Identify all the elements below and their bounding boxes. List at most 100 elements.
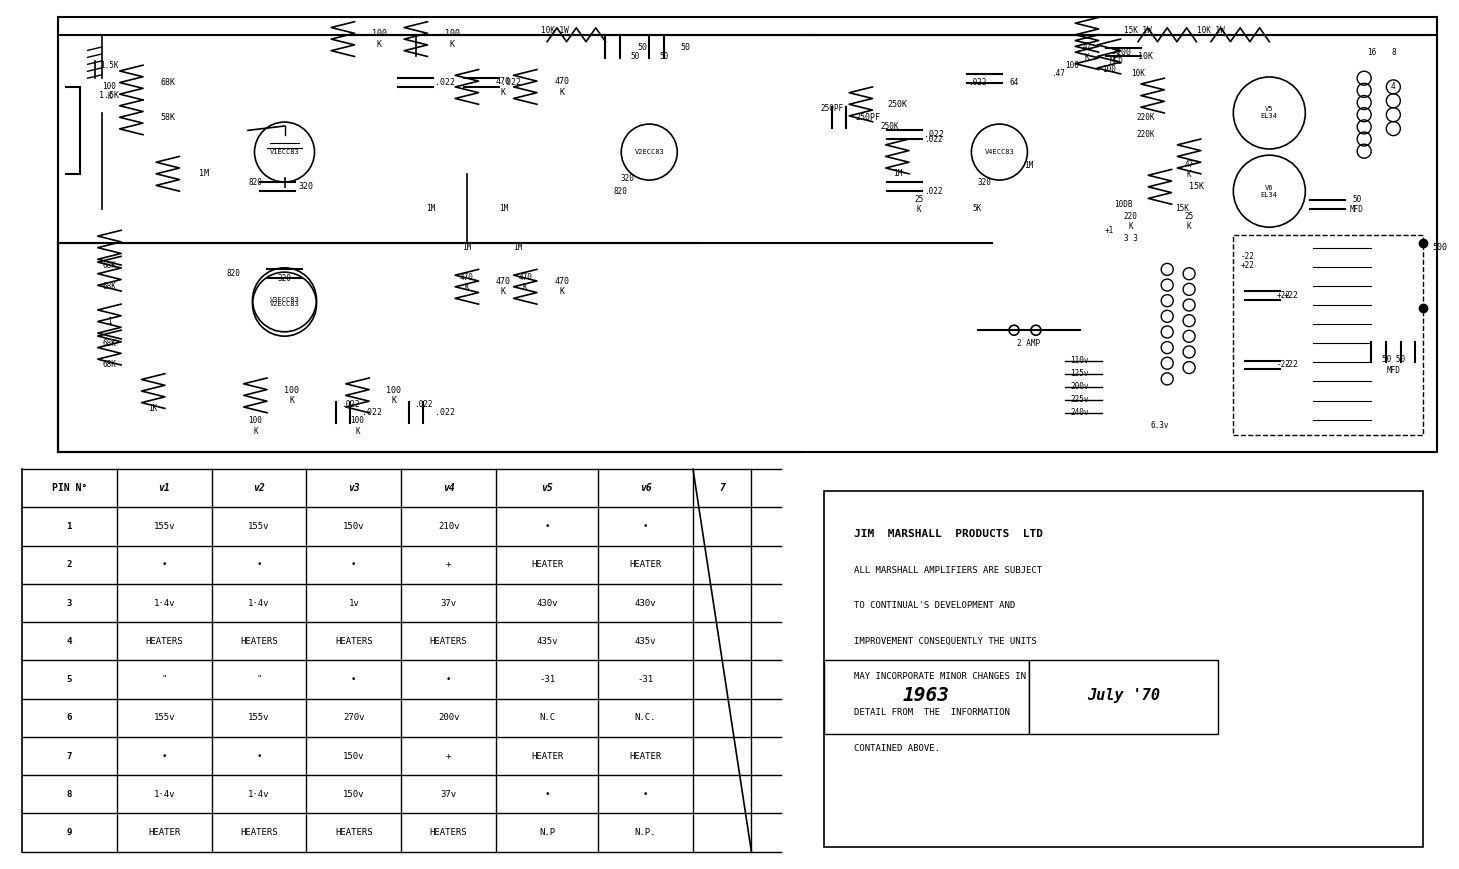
Text: 10K: 10K: [1138, 52, 1153, 61]
Text: V4ECC83: V4ECC83: [985, 149, 1014, 155]
Text: 470
K: 470 K: [554, 77, 569, 96]
Text: 200v: 200v: [438, 713, 460, 722]
Text: •: •: [544, 522, 550, 531]
Text: HEATERS: HEATERS: [146, 637, 182, 646]
Text: .022: .022: [435, 78, 455, 87]
Text: 125v: 125v: [1071, 369, 1088, 378]
Text: 270v: 270v: [343, 713, 365, 722]
Text: 1.5K: 1.5K: [101, 61, 118, 70]
Text: 50 50
MFD: 50 50 MFD: [1382, 355, 1405, 375]
Text: 320: 320: [299, 182, 314, 191]
Text: 1·4v: 1·4v: [153, 790, 175, 799]
Text: +22: +22: [1277, 291, 1291, 300]
Text: 240v: 240v: [1071, 408, 1088, 417]
Text: v6: v6: [639, 483, 652, 494]
Text: 110v: 110v: [1071, 356, 1088, 365]
Text: 50: 50: [638, 43, 646, 52]
Text: 155v: 155v: [153, 522, 175, 531]
Text: July '70: July '70: [1087, 687, 1160, 703]
Text: 50: 50: [630, 52, 639, 61]
Text: HEATER: HEATER: [147, 828, 181, 837]
Text: 37v: 37v: [441, 790, 457, 799]
Text: 100: 100: [1116, 48, 1131, 56]
Text: .022: .022: [435, 408, 455, 417]
Text: HEATERS: HEATERS: [430, 637, 467, 646]
Text: 47
K: 47 K: [1185, 160, 1193, 179]
Text: +1: +1: [1104, 226, 1113, 235]
Text: 500: 500: [1433, 243, 1447, 252]
Bar: [1029, 660, 1218, 734]
Text: 150v: 150v: [343, 790, 365, 799]
Text: 320: 320: [978, 178, 992, 187]
Text: MAY INCORPORATE MINOR CHANGES IN: MAY INCORPORATE MINOR CHANGES IN: [854, 673, 1026, 681]
Text: 100
K: 100 K: [248, 416, 263, 435]
Text: JIM  MARSHALL  PRODUCTS  LTD: JIM MARSHALL PRODUCTS LTD: [854, 529, 1043, 540]
Text: HEATER: HEATER: [629, 752, 662, 760]
Text: 2 AMP: 2 AMP: [1017, 339, 1040, 348]
Text: 50
MFD: 50 MFD: [1350, 195, 1364, 214]
Text: 1v: 1v: [349, 599, 359, 607]
Text: N.C: N.C: [538, 713, 556, 722]
Text: 430v: 430v: [537, 599, 557, 607]
Text: ALL MARSHALL AMPLIFIERS ARE SUBJECT: ALL MARSHALL AMPLIFIERS ARE SUBJECT: [854, 566, 1042, 574]
Text: 470
K: 470 K: [496, 77, 511, 96]
Text: 4: 4: [1390, 83, 1396, 91]
Text: 155v: 155v: [248, 522, 270, 531]
Text: 220
K: 220 K: [1123, 212, 1138, 231]
Text: 1963: 1963: [903, 686, 950, 705]
Text: +22: +22: [1284, 291, 1299, 300]
Text: 15K: 15K: [1189, 182, 1204, 191]
Text: 2: 2: [67, 561, 71, 569]
Text: V6
EL34: V6 EL34: [1261, 185, 1278, 197]
Text: .022: .022: [341, 400, 359, 408]
Text: 50: 50: [681, 43, 690, 52]
Text: 1M: 1M: [893, 169, 902, 178]
Text: 5: 5: [67, 675, 71, 684]
Text: 68K: 68K: [102, 261, 117, 269]
Text: 68K: 68K: [160, 78, 175, 87]
Text: 47
K: 47 K: [1083, 43, 1091, 62]
Text: PIN N°: PIN N°: [51, 483, 88, 494]
Text: -22: -22: [1240, 252, 1255, 261]
Text: 10K: 10K: [1131, 70, 1145, 78]
Text: 16: 16: [1367, 48, 1376, 56]
Text: 225v: 225v: [1071, 395, 1088, 404]
Text: 68K: 68K: [102, 282, 117, 291]
Text: •: •: [352, 675, 356, 684]
Text: HEATERS: HEATERS: [336, 828, 372, 837]
Text: 58K: 58K: [160, 113, 175, 122]
Text: 64: 64: [1010, 78, 1018, 87]
Text: 250K: 250K: [881, 122, 899, 130]
Text: +: +: [446, 561, 451, 569]
Text: DETAIL FROM  THE  INFORMATION: DETAIL FROM THE INFORMATION: [854, 708, 1010, 717]
Text: 320: 320: [620, 174, 635, 182]
Text: 1·4v: 1·4v: [248, 790, 270, 799]
Text: v1: v1: [158, 483, 171, 494]
Text: .022: .022: [414, 400, 432, 408]
Text: 100: 100: [1065, 61, 1080, 70]
Text: V3ECC83: V3ECC83: [270, 297, 299, 302]
Bar: [824, 660, 1029, 734]
Text: HEATERS: HEATERS: [336, 637, 372, 646]
Text: 470
K: 470 K: [518, 273, 533, 292]
Text: 3 3: 3 3: [1123, 235, 1138, 243]
Text: TO CONTINUAL'S DEVELOPMENT AND: TO CONTINUAL'S DEVELOPMENT AND: [854, 601, 1015, 610]
Text: .022: .022: [500, 78, 521, 87]
Text: +: +: [446, 752, 451, 760]
Text: •: •: [446, 675, 451, 684]
Bar: [58, 17, 1437, 452]
Text: 7: 7: [67, 752, 71, 760]
Text: 68K: 68K: [102, 361, 117, 369]
Text: HEATER: HEATER: [629, 561, 662, 569]
Text: IMPROVEMENT CONSEQUENTLY THE UNITS: IMPROVEMENT CONSEQUENTLY THE UNITS: [854, 637, 1036, 646]
Text: 1·4v: 1·4v: [248, 599, 270, 607]
Text: .022: .022: [969, 78, 986, 87]
Text: 470
K: 470 K: [554, 277, 569, 296]
Text: 820: 820: [248, 178, 263, 187]
Text: 3: 3: [67, 599, 71, 607]
Text: 6: 6: [67, 713, 71, 722]
Text: .022: .022: [924, 130, 944, 139]
Text: 68K: 68K: [102, 339, 117, 348]
Text: 50
MFD: 50 MFD: [1109, 47, 1123, 66]
Text: 150v: 150v: [343, 522, 365, 531]
